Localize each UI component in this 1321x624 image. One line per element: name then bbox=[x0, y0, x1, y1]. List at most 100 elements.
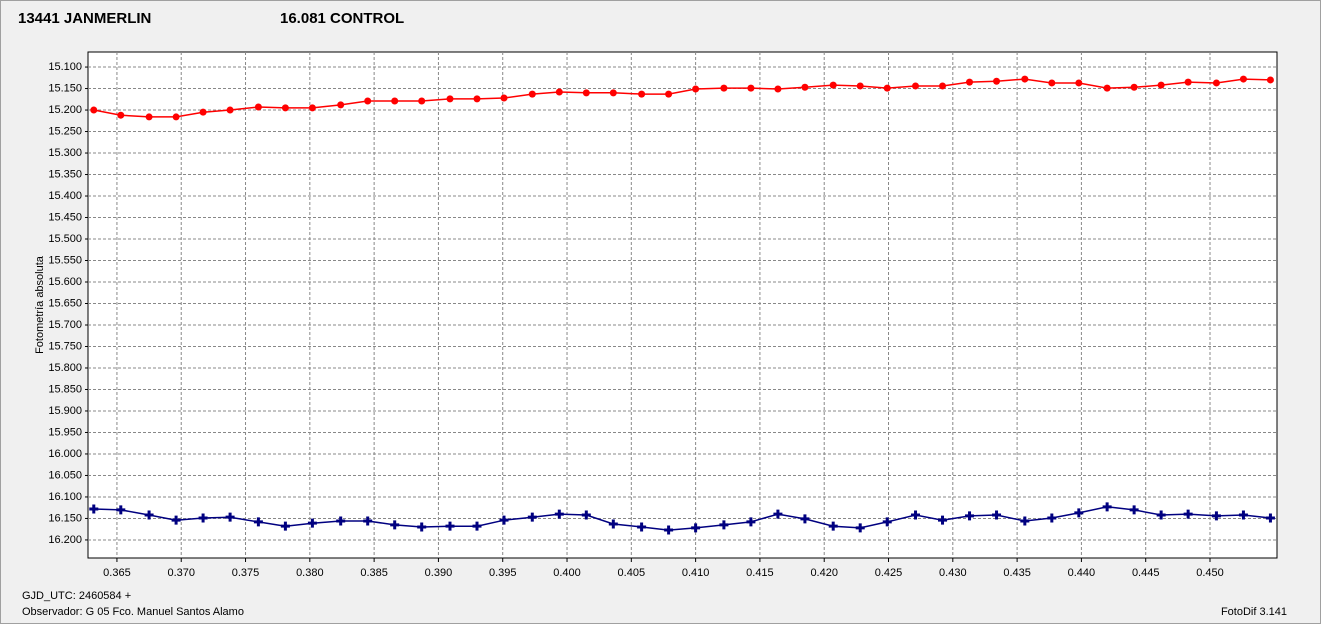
data-point bbox=[198, 513, 208, 523]
y-tick-label: 15.950 bbox=[48, 426, 82, 438]
data-point bbox=[280, 521, 290, 531]
data-point bbox=[417, 522, 427, 532]
x-tick-label: 0.375 bbox=[232, 567, 260, 579]
x-tick-label: 0.430 bbox=[939, 567, 967, 579]
data-point bbox=[965, 511, 975, 521]
data-point bbox=[364, 97, 372, 105]
y-tick-label: 15.200 bbox=[48, 104, 82, 116]
x-tick-label: 0.400 bbox=[553, 567, 581, 579]
data-point bbox=[829, 81, 837, 89]
data-point bbox=[445, 521, 455, 531]
data-point bbox=[390, 520, 400, 530]
data-point bbox=[747, 84, 755, 92]
data-point bbox=[638, 90, 646, 98]
x-tick-label: 0.370 bbox=[167, 567, 195, 579]
y-tick-label: 15.600 bbox=[48, 276, 82, 288]
data-point bbox=[637, 522, 647, 532]
y-tick-label: 15.250 bbox=[48, 125, 82, 137]
data-point bbox=[226, 106, 234, 114]
data-point bbox=[527, 512, 537, 522]
x-tick-label: 0.425 bbox=[875, 567, 903, 579]
data-point bbox=[1047, 513, 1057, 523]
data-point bbox=[418, 97, 426, 105]
data-point bbox=[337, 101, 345, 109]
y-tick-label: 15.450 bbox=[48, 211, 82, 223]
y-tick-label: 15.800 bbox=[48, 362, 82, 374]
data-point bbox=[665, 90, 673, 98]
data-point bbox=[609, 89, 617, 97]
y-tick-label: 16.150 bbox=[48, 512, 82, 524]
data-point bbox=[1184, 78, 1192, 86]
data-point bbox=[938, 515, 948, 525]
data-point bbox=[472, 521, 482, 531]
data-point bbox=[446, 95, 454, 103]
data-point bbox=[89, 504, 99, 514]
data-point bbox=[939, 82, 947, 90]
y-tick-label: 15.700 bbox=[48, 319, 82, 331]
data-point bbox=[1183, 509, 1193, 519]
data-point bbox=[90, 106, 98, 114]
data-point bbox=[855, 523, 865, 533]
data-point bbox=[692, 85, 700, 93]
y-tick-label: 15.550 bbox=[48, 254, 82, 266]
data-point bbox=[992, 510, 1002, 520]
x-tick-label: 0.445 bbox=[1132, 567, 1160, 579]
data-point bbox=[253, 517, 263, 527]
y-tick-label: 15.850 bbox=[48, 383, 82, 395]
data-point bbox=[363, 516, 373, 526]
y-tick-label: 15.900 bbox=[48, 405, 82, 417]
y-tick-label: 15.300 bbox=[48, 147, 82, 159]
observer: Observador: G 05 Fco. Manuel Santos Alam… bbox=[22, 606, 244, 618]
data-point bbox=[1211, 511, 1221, 521]
data-point bbox=[117, 111, 125, 119]
data-point bbox=[1020, 516, 1030, 526]
data-point bbox=[828, 521, 838, 531]
data-point bbox=[473, 95, 481, 103]
data-point bbox=[746, 517, 756, 527]
data-point bbox=[499, 515, 509, 525]
data-point bbox=[1265, 513, 1275, 523]
data-point bbox=[391, 97, 399, 105]
x-tick-label: 0.365 bbox=[103, 567, 131, 579]
y-axis-label: Fotometría absoluta bbox=[34, 255, 46, 354]
data-point bbox=[966, 78, 974, 86]
data-point bbox=[1266, 76, 1274, 84]
y-tick-label: 16.050 bbox=[48, 469, 82, 481]
data-point bbox=[1075, 79, 1083, 87]
x-tick-label: 0.385 bbox=[360, 567, 388, 579]
data-point bbox=[1238, 510, 1248, 520]
y-tick-label: 15.500 bbox=[48, 233, 82, 245]
data-point bbox=[883, 84, 891, 92]
software: FotoDif 3.141 bbox=[1221, 606, 1287, 618]
y-tick-label: 16.200 bbox=[48, 534, 82, 546]
y-tick-label: 15.100 bbox=[48, 61, 82, 73]
x-tick-label: 0.405 bbox=[618, 567, 646, 579]
data-point bbox=[993, 77, 1001, 85]
data-point bbox=[171, 515, 181, 525]
data-point bbox=[1130, 83, 1138, 91]
x-tick-label: 0.435 bbox=[1003, 567, 1031, 579]
data-point bbox=[554, 509, 564, 519]
data-point bbox=[720, 84, 728, 92]
x-tick-label: 0.395 bbox=[489, 567, 517, 579]
data-point bbox=[199, 108, 207, 116]
data-point bbox=[1021, 75, 1029, 83]
data-point bbox=[581, 510, 591, 520]
x-tick-label: 0.440 bbox=[1068, 567, 1096, 579]
series-line bbox=[93, 506, 1271, 531]
x-tick-label: 0.415 bbox=[746, 567, 774, 579]
data-point bbox=[1103, 84, 1111, 92]
data-point bbox=[144, 510, 154, 520]
data-point bbox=[1048, 79, 1056, 87]
data-point bbox=[801, 83, 809, 91]
data-point bbox=[1212, 79, 1220, 87]
x-axis-label: GJD_UTC: 2460584 + bbox=[22, 590, 131, 602]
data-point bbox=[608, 519, 618, 529]
data-point bbox=[664, 525, 674, 535]
data-point bbox=[307, 518, 317, 528]
data-point bbox=[1156, 510, 1166, 520]
x-tick-label: 0.450 bbox=[1196, 567, 1224, 579]
data-point bbox=[281, 104, 289, 112]
